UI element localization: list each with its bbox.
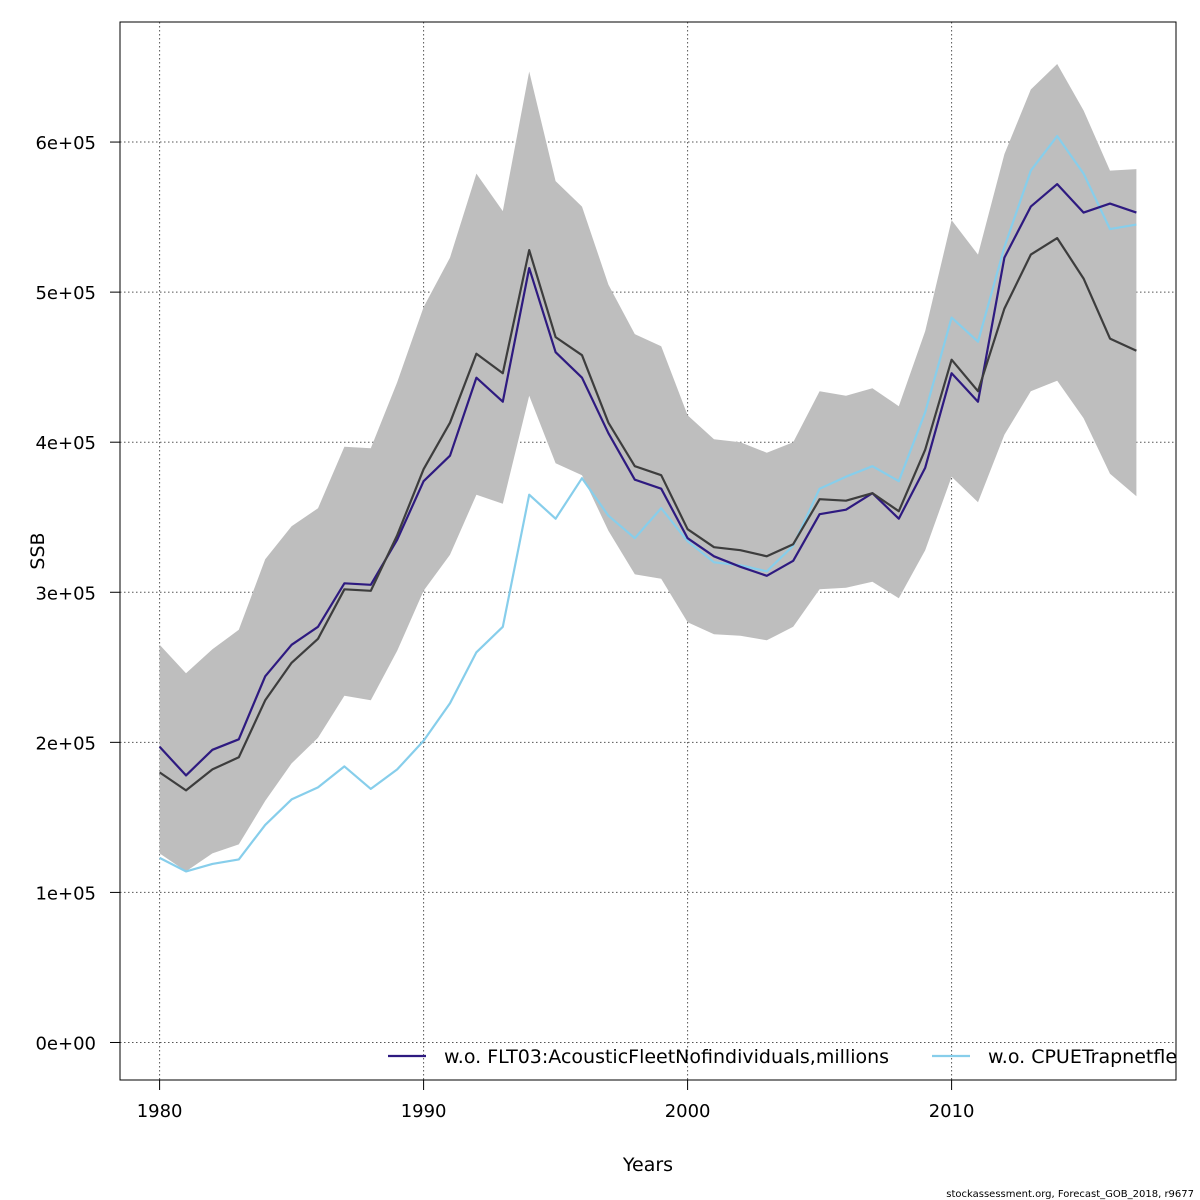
y-axis: 0e+00 1e+05 2e+05 3e+05 4e+05 5e+05 6e+05	[35, 133, 120, 1054]
y-tick-label: 3e+05	[35, 583, 96, 604]
x-tick-label: 1980	[137, 1101, 183, 1122]
legend-label-series-2: w.o. CPUETrapnetfleet	[988, 1046, 1196, 1068]
y-tick-label: 5e+05	[35, 283, 96, 304]
y-tick-label: 0e+00	[35, 1033, 96, 1054]
legend-label-series-1: w.o. FLT03:AcousticFleetNofindividuals,m…	[444, 1046, 889, 1068]
x-tick-label: 1990	[401, 1101, 447, 1122]
x-tick-label: 2010	[929, 1101, 975, 1122]
series-lines	[158, 135, 1137, 873]
confidence-band	[159, 64, 1137, 872]
y-axis-title: SSB	[27, 532, 49, 569]
confidence-band-area	[159, 64, 1137, 872]
plot-frame	[119, 21, 1177, 1081]
y-tick-label: 4e+05	[35, 433, 96, 454]
y-tick-label: 2e+05	[35, 733, 96, 754]
footer-credit: stockassessment.org, Forecast_GOB_2018, …	[946, 1189, 1194, 1200]
x-axis: 1980 1990 2000 2010	[137, 1080, 975, 1122]
series-line-flt03-acoustic	[158, 183, 1137, 777]
series-line-cpue-trapnet	[159, 135, 1137, 873]
x-axis-title: Years	[622, 1154, 673, 1176]
legend: w.o. FLT03:AcousticFleetNofindividuals,m…	[388, 1046, 1196, 1068]
x-tick-label: 2000	[665, 1101, 711, 1122]
series-line-estimate	[158, 237, 1137, 792]
y-tick-label: 1e+05	[35, 883, 96, 904]
y-tick-label: 6e+05	[35, 133, 96, 154]
